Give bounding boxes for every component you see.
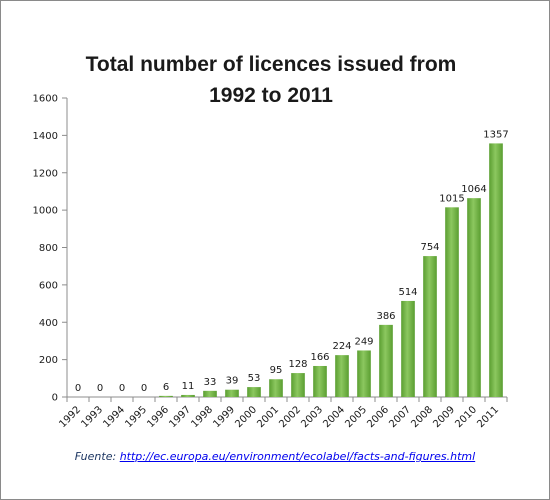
x-tick-label: 1998 — [189, 404, 215, 430]
y-tick-label: 1600 — [33, 94, 58, 105]
y-tick-label: 0 — [52, 393, 58, 404]
data-label: 386 — [376, 311, 395, 322]
data-label: 166 — [310, 352, 329, 363]
y-tick-label: 400 — [39, 318, 58, 329]
data-label: 224 — [332, 341, 351, 352]
bar — [203, 390, 217, 397]
data-label: 128 — [288, 359, 307, 370]
x-tick-label: 2008 — [409, 404, 435, 430]
bar — [423, 256, 437, 397]
bar — [401, 300, 415, 397]
source-link[interactable]: http://ec.europa.eu/environment/ecolabel… — [119, 450, 476, 463]
data-label: 0 — [97, 383, 103, 394]
bar — [291, 373, 305, 397]
data-label: 0 — [75, 383, 81, 394]
x-tick-label: 1992 — [57, 404, 83, 430]
x-tick-label: 2000 — [233, 404, 259, 430]
bar — [357, 350, 371, 397]
bar — [247, 387, 261, 397]
data-label: 1015 — [439, 193, 464, 204]
x-tick-label: 2007 — [387, 404, 413, 430]
y-tick-label: 1400 — [33, 131, 58, 142]
bar — [313, 365, 327, 397]
bar — [269, 379, 283, 397]
data-label: 1357 — [483, 129, 508, 140]
bar — [159, 395, 173, 397]
data-label: 0 — [119, 383, 125, 394]
data-label: 0 — [141, 383, 147, 394]
x-tick-label: 1994 — [101, 404, 127, 430]
data-label: 249 — [354, 336, 373, 347]
bar — [225, 389, 239, 397]
bar — [335, 355, 349, 397]
x-tick-label: 2011 — [475, 404, 501, 430]
data-label: 95 — [270, 365, 283, 376]
bar — [489, 143, 503, 397]
data-label: 1064 — [461, 184, 486, 195]
x-tick-label: 2009 — [431, 404, 457, 430]
bar — [379, 324, 393, 397]
y-tick-label: 1200 — [33, 168, 58, 179]
data-label: 754 — [420, 242, 439, 253]
x-tick-label: 2002 — [277, 404, 303, 430]
x-tick-label: 1996 — [145, 404, 171, 430]
y-tick-label: 800 — [39, 243, 58, 254]
data-label: 39 — [226, 376, 239, 387]
data-label: 514 — [398, 287, 417, 298]
chart-title-line-1: Total number of licences issued from — [86, 53, 457, 76]
x-tick-label: 2006 — [365, 404, 391, 430]
bar — [467, 198, 481, 397]
x-tick-label: 2010 — [453, 404, 479, 430]
x-tick-label: 2001 — [255, 404, 281, 430]
source-prefix: Fuente: — [74, 450, 120, 463]
data-label: 11 — [182, 381, 195, 392]
x-tick-label: 1995 — [123, 404, 149, 430]
x-tick-label: 2005 — [343, 404, 369, 430]
data-label: 33 — [204, 377, 217, 388]
bar — [181, 394, 195, 397]
y-tick-label: 1000 — [33, 206, 58, 217]
plot-area: 0200400600800100012001400160001992019930… — [33, 94, 509, 431]
x-tick-label: 1999 — [211, 404, 237, 430]
x-tick-label: 1993 — [79, 404, 105, 430]
source-note: Fuente: http://ec.europa.eu/environment/… — [1, 450, 549, 463]
y-tick-label: 600 — [39, 280, 58, 291]
x-tick-label: 2004 — [321, 404, 347, 430]
data-label: 6 — [163, 382, 169, 393]
chart-title-line-2: 1992 to 2011 — [209, 84, 333, 107]
x-tick-label: 2003 — [299, 404, 325, 430]
x-tick-label: 1997 — [167, 404, 193, 430]
bar — [445, 207, 459, 397]
data-label: 53 — [248, 373, 261, 384]
y-tick-label: 200 — [39, 355, 58, 366]
